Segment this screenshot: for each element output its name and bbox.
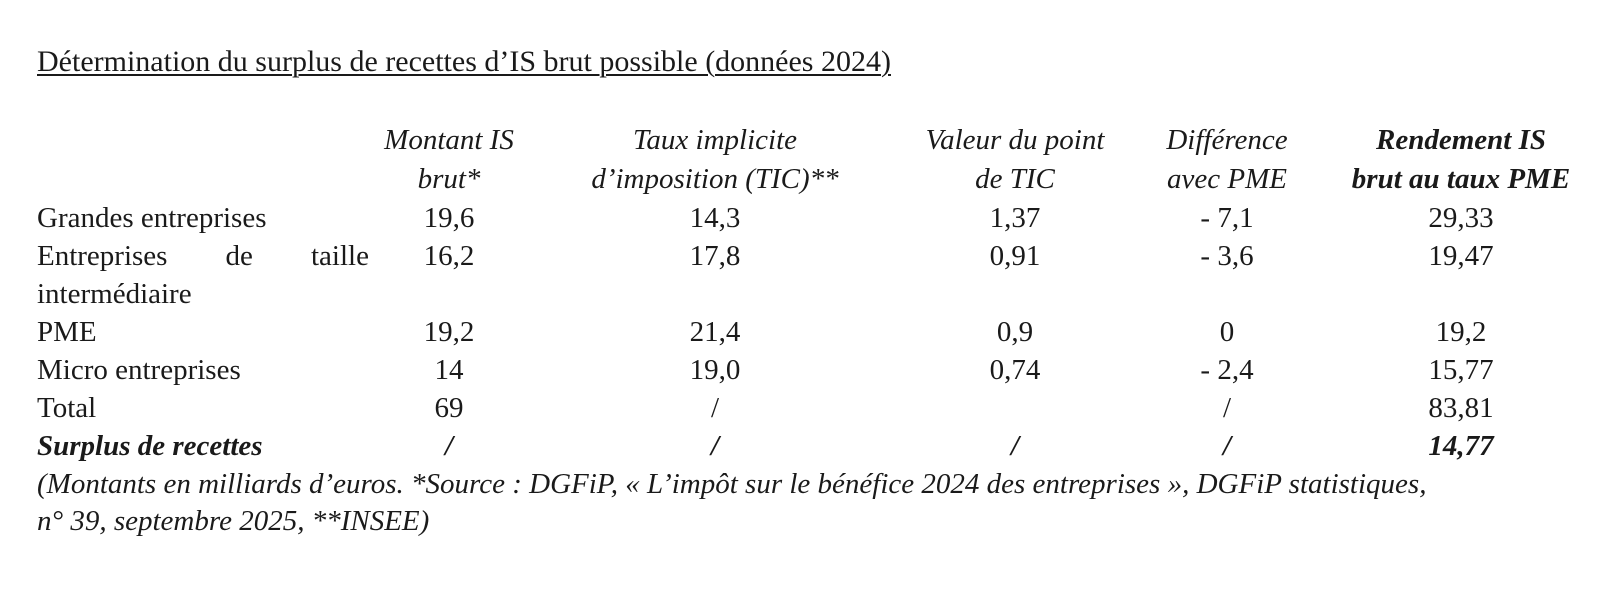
table-row-eti: Entreprises de taille intermédiaire 16,2… xyxy=(37,237,1597,313)
table-row-micro-entreprises: Micro entreprises 14 19,0 0,74 - 2,4 15,… xyxy=(37,351,1597,389)
cell-difference: / xyxy=(1222,392,1232,424)
header-rend-line2: brut au taux PME xyxy=(1351,163,1571,195)
cell-montant: 19,6 xyxy=(423,202,475,234)
cell-difference: 0 xyxy=(1219,316,1235,348)
header-montant-line1: Montant IS xyxy=(384,124,514,156)
row-label: Grandes entreprises xyxy=(37,202,267,234)
cell-taux: 19,0 xyxy=(689,354,741,386)
cell-valeur xyxy=(901,389,1129,427)
cell-rendement: 19,47 xyxy=(1428,240,1494,272)
row-label-word: taille xyxy=(311,240,369,272)
header-rend-line1: Rendement IS xyxy=(1376,124,1546,156)
row-label: Micro entreprises xyxy=(37,354,241,386)
row-label: Total xyxy=(37,392,97,424)
header-diff-line2: avec PME xyxy=(1167,163,1287,195)
cell-taux: / xyxy=(710,392,720,424)
header-montant-is-brut: Montant IS brut* xyxy=(369,121,529,199)
cell-montant: 16,2 xyxy=(423,240,475,272)
cell-montant: / xyxy=(444,430,454,462)
header-difference-pme: Différence avec PME xyxy=(1129,121,1325,199)
cell-rendement: 83,81 xyxy=(1428,392,1494,424)
table-row-pme: PME 19,2 21,4 0,9 0 19,2 xyxy=(37,313,1597,351)
cell-montant: 19,2 xyxy=(423,316,475,348)
header-valeur-line2: de TIC xyxy=(975,163,1055,195)
cell-valeur: 0,74 xyxy=(989,354,1041,386)
source-note-line1: (Montants en milliards d’euros. *Source … xyxy=(37,468,1427,500)
header-taux-line2: d’imposition (TIC)** xyxy=(591,163,839,195)
cell-difference: - 7,1 xyxy=(1200,202,1254,234)
header-empty-cell xyxy=(37,121,369,199)
header-valeur-line1: Valeur du point xyxy=(925,124,1105,156)
header-diff-line1: Différence xyxy=(1166,124,1288,156)
row-label: PME xyxy=(37,316,97,348)
header-valeur-point-tic: Valeur du point de TIC xyxy=(901,121,1129,199)
cell-taux: 17,8 xyxy=(689,240,741,272)
tax-surplus-table: Montant IS brut* Taux implicite d’imposi… xyxy=(37,121,1597,465)
cell-rendement: 29,33 xyxy=(1428,202,1494,234)
source-note-line2: n° 39, septembre 2025, **INSEE) xyxy=(37,505,430,537)
cell-taux: 14,3 xyxy=(689,202,741,234)
cell-difference: - 2,4 xyxy=(1200,354,1254,386)
cell-valeur: 1,37 xyxy=(989,202,1041,234)
cell-valeur: / xyxy=(1010,430,1020,462)
row-label: Entreprises de taille intermédiaire xyxy=(37,237,369,313)
header-taux-implicite: Taux implicite d’imposition (TIC)** xyxy=(529,121,901,199)
header-rendement-is: Rendement IS brut au taux PME xyxy=(1325,121,1597,199)
table-row-grandes-entreprises: Grandes entreprises 19,6 14,3 1,37 - 7,1… xyxy=(37,199,1597,237)
cell-difference: - 3,6 xyxy=(1200,240,1254,272)
document-title: Détermination du surplus de recettes d’I… xyxy=(37,45,891,78)
table-row-total: Total 69 / / 83,81 xyxy=(37,389,1597,427)
cell-rendement: 19,2 xyxy=(1435,316,1487,348)
cell-rendement: 15,77 xyxy=(1428,354,1494,386)
source-note: (Montants en milliards d’euros. *Source … xyxy=(37,466,1577,540)
table-header-row: Montant IS brut* Taux implicite d’imposi… xyxy=(37,121,1597,199)
cell-montant: 69 xyxy=(434,392,464,424)
cell-difference: / xyxy=(1222,430,1232,462)
row-label-line1: Entreprises de taille xyxy=(37,237,369,275)
header-montant-line2: brut* xyxy=(417,163,481,195)
row-label: Surplus de recettes xyxy=(37,430,263,462)
cell-montant: 14 xyxy=(434,354,464,386)
row-label-line2: intermédiaire xyxy=(37,278,192,310)
cell-taux: 21,4 xyxy=(689,316,741,348)
row-label-word: de xyxy=(225,240,253,272)
table-row-surplus: Surplus de recettes / / / / 14,77 xyxy=(37,427,1597,465)
cell-taux: / xyxy=(710,430,720,462)
cell-valeur: 0,9 xyxy=(996,316,1034,348)
header-taux-line1: Taux implicite xyxy=(632,124,798,156)
row-label-word: Entreprises xyxy=(37,240,168,272)
cell-rendement: 14,77 xyxy=(1428,430,1494,462)
cell-valeur: 0,91 xyxy=(989,240,1041,272)
